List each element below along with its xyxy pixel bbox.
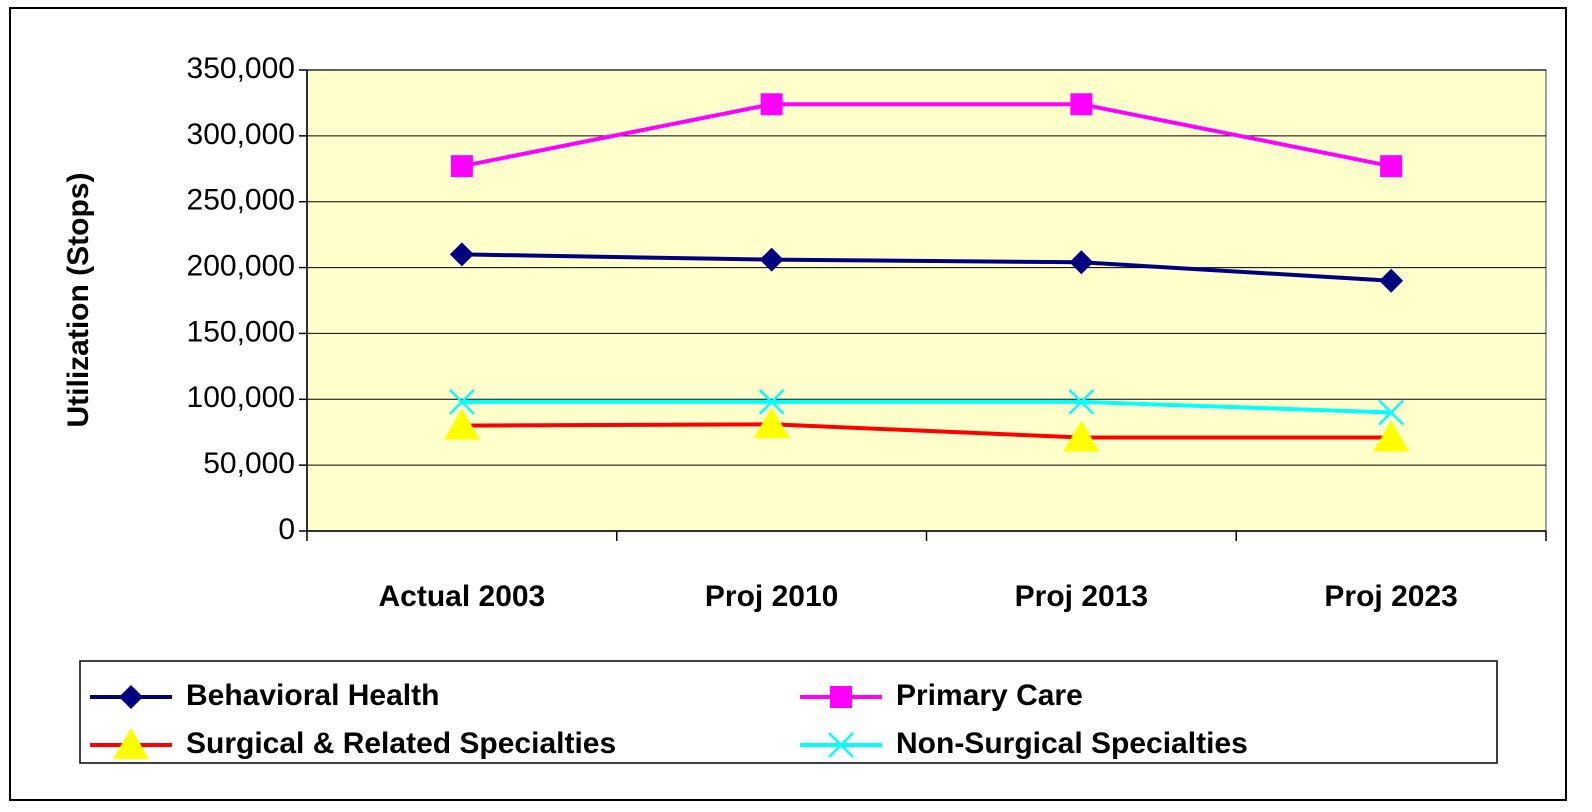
marker [1380,155,1403,178]
marker [760,93,783,116]
marker [1070,93,1093,116]
marker [113,728,149,759]
line [461,422,1392,440]
y-tick-label: 150,000 [187,315,295,348]
y-tick-label: 350,000 [187,52,295,85]
marker [448,389,475,415]
marker [1069,250,1094,275]
marker [443,408,480,440]
y-tick-label: 200,000 [187,249,295,282]
line [461,399,1392,415]
marker [758,389,785,415]
y-tick-label: 250,000 [187,184,295,217]
marker [119,685,143,709]
line [461,252,1392,283]
legend-label: Non-Surgical Specialties [896,727,1248,760]
legend-box [79,660,1498,764]
y-tick-label: 0 [278,513,295,546]
marker [753,407,790,439]
y-tick-label: 100,000 [187,381,295,414]
marker [449,242,474,267]
marker [1068,389,1095,415]
marker [1378,399,1405,426]
marker [1379,268,1404,293]
x-tick-label: Proj 2010 [705,580,838,613]
marker [1373,420,1410,452]
x-tick-label: Proj 2013 [1015,580,1148,613]
legend-label: Behavioral Health [186,679,439,712]
marker [759,247,784,272]
y-axis-label: Utilization (Stops) [62,173,95,428]
y-tick-label: 300,000 [187,118,295,151]
x-tick-label: Proj 2023 [1324,580,1457,613]
marker [830,686,852,708]
marker [450,155,473,178]
line [461,102,1392,169]
y-tick-label: 50,000 [203,447,295,480]
marker [1063,420,1100,452]
marker [828,732,854,758]
plot-area [306,69,1547,532]
legend-label: Primary Care [896,679,1083,712]
legend-label: Surgical & Related Specialties [186,727,616,760]
x-tick-label: Actual 2003 [378,580,545,613]
